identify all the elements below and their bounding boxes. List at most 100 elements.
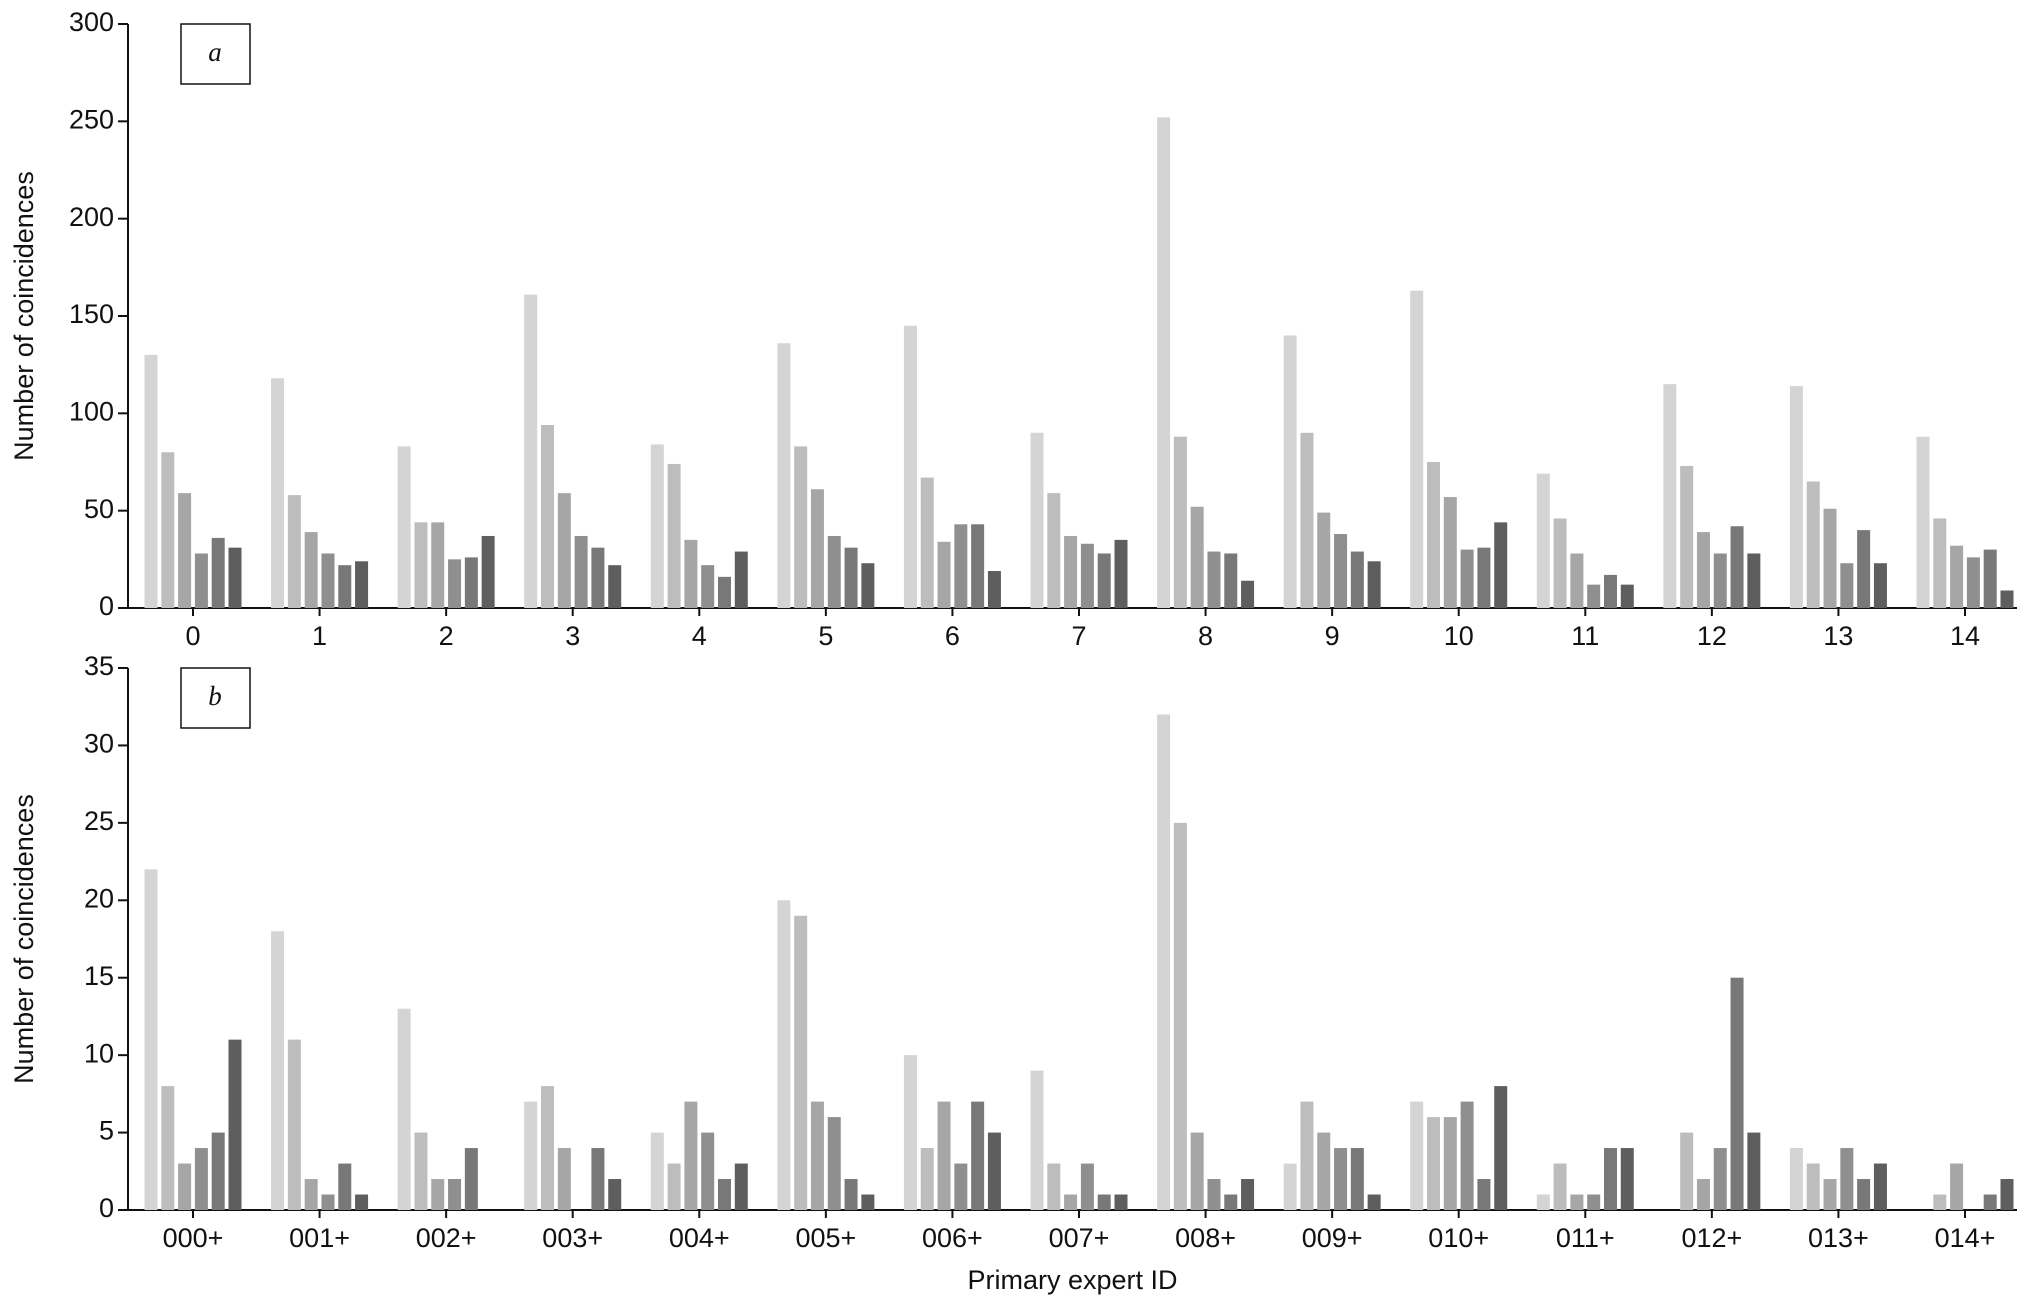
bar: [810, 489, 824, 608]
bar: [1334, 1148, 1348, 1210]
bar: [211, 1132, 225, 1210]
bar: [1097, 1194, 1111, 1210]
bar: [1857, 1179, 1871, 1210]
bar: [794, 915, 808, 1210]
x-tick-label: 6: [945, 621, 960, 651]
x-tick-label: 014+: [1935, 1223, 1996, 1253]
bar: [1173, 436, 1187, 608]
bar: [971, 1101, 985, 1210]
bar: [1966, 557, 1980, 608]
bar: [397, 1008, 411, 1210]
bar: [1680, 465, 1694, 608]
bar: [1367, 561, 1381, 608]
bar: [574, 535, 588, 608]
bar: [684, 539, 698, 608]
x-tick-label: 13: [1823, 621, 1853, 651]
panel-label: b: [208, 681, 222, 711]
bar: [1350, 1148, 1364, 1210]
bar: [650, 1132, 664, 1210]
bar: [144, 869, 158, 1210]
x-tick-label: 013+: [1808, 1223, 1869, 1253]
y-tick-label: 0: [99, 1193, 114, 1223]
bar: [557, 493, 571, 608]
bar: [987, 1132, 1001, 1210]
bar: [448, 559, 462, 608]
x-tick-label: 2: [439, 621, 454, 651]
y-tick-label: 200: [69, 202, 114, 232]
bar: [667, 463, 681, 608]
bar: [1047, 1163, 1061, 1210]
bar: [1080, 543, 1094, 608]
bar: [287, 1039, 301, 1210]
bar: [178, 493, 192, 608]
x-tick-label: 009+: [1302, 1223, 1363, 1253]
bar: [667, 1163, 681, 1210]
bar: [1207, 1179, 1221, 1210]
x-axis-label: Primary expert ID: [967, 1265, 1177, 1295]
bar: [827, 535, 841, 608]
bar: [844, 1179, 858, 1210]
bar: [1367, 1194, 1381, 1210]
bar: [1241, 1179, 1255, 1210]
bar: [1696, 1179, 1710, 1210]
bar: [304, 1179, 318, 1210]
x-tick-label: 001+: [289, 1223, 350, 1253]
bar: [920, 477, 934, 608]
bar: [1224, 1194, 1238, 1210]
y-tick-label: 5: [99, 1116, 114, 1146]
bar: [524, 1101, 538, 1210]
bar: [1823, 508, 1837, 608]
bar: [1350, 551, 1364, 608]
bar: [541, 1086, 555, 1210]
bar: [321, 1194, 335, 1210]
bar: [1950, 545, 1964, 608]
bar: [1620, 1148, 1634, 1210]
x-tick-label: 10: [1444, 621, 1474, 651]
x-tick-label: 0: [185, 621, 200, 651]
bar: [355, 1194, 369, 1210]
bar: [1840, 1148, 1854, 1210]
y-tick-label: 35: [84, 651, 114, 681]
bar: [1030, 432, 1044, 608]
bar: [1097, 553, 1111, 608]
bar: [1603, 574, 1617, 608]
bar: [1806, 1163, 1820, 1210]
bar: [1840, 563, 1854, 608]
bar: [1157, 714, 1171, 1210]
bar: [1190, 506, 1204, 608]
y-axis-label: Number of coincidences: [9, 171, 39, 461]
bar: [1114, 1194, 1128, 1210]
bar: [861, 563, 875, 608]
bar: [591, 1148, 605, 1210]
bar: [524, 294, 538, 608]
bar: [684, 1101, 698, 1210]
x-tick-label: 011+: [1556, 1223, 1615, 1253]
bar: [1443, 497, 1457, 608]
x-tick-label: 7: [1071, 621, 1086, 651]
bar: [810, 1101, 824, 1210]
x-tick-label: 012+: [1681, 1223, 1742, 1253]
bar: [1680, 1132, 1694, 1210]
y-tick-label: 25: [84, 806, 114, 836]
bar: [701, 1132, 715, 1210]
bar: [1317, 512, 1331, 608]
y-tick-label: 10: [84, 1038, 114, 1068]
bar: [1300, 1101, 1314, 1210]
bar: [355, 561, 369, 608]
bar: [1157, 117, 1171, 608]
bar: [541, 425, 555, 608]
y-tick-label: 15: [84, 961, 114, 991]
x-tick-label: 010+: [1428, 1223, 1489, 1253]
bar: [557, 1148, 571, 1210]
bar: [1494, 1086, 1508, 1210]
bar: [1570, 1194, 1584, 1210]
bar: [1283, 335, 1297, 608]
bar: [1334, 534, 1348, 608]
bar: [1190, 1132, 1204, 1210]
bar: [1477, 547, 1491, 608]
bar: [1224, 553, 1238, 608]
bar: [271, 931, 285, 1210]
bar: [1789, 386, 1803, 608]
bar: [1983, 1194, 1997, 1210]
bar: [2000, 590, 2014, 608]
